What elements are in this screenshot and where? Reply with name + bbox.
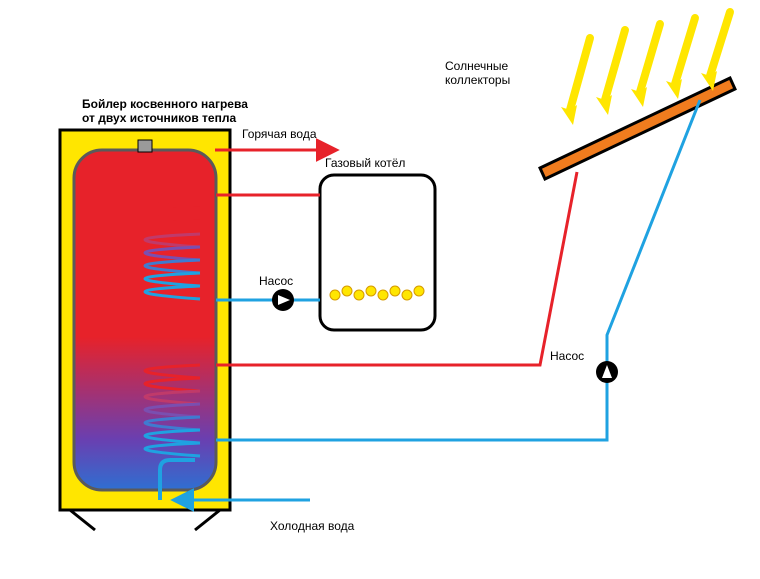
- solar-collector: [540, 12, 735, 179]
- pump-label-1: Насос: [259, 274, 293, 288]
- cold-water-label: Холодная вода: [270, 519, 355, 533]
- pump-label-2: Насос: [550, 349, 584, 363]
- gas-boiler-label: Газовый котёл: [325, 156, 405, 170]
- pump-solar-loop: [596, 361, 618, 383]
- heating-diagram: Бойлер косвенного нагрева от двух источн…: [0, 0, 760, 579]
- boiler-tank: [60, 130, 230, 530]
- gas-boiler: [320, 175, 435, 330]
- pump-gas-loop: [272, 289, 294, 311]
- boiler-title-label: Бойлер косвенного нагрева от двух источн…: [82, 97, 251, 125]
- solar-label: Солнечные коллекторы: [445, 59, 512, 87]
- hot-water-label: Горячая вода: [242, 127, 317, 141]
